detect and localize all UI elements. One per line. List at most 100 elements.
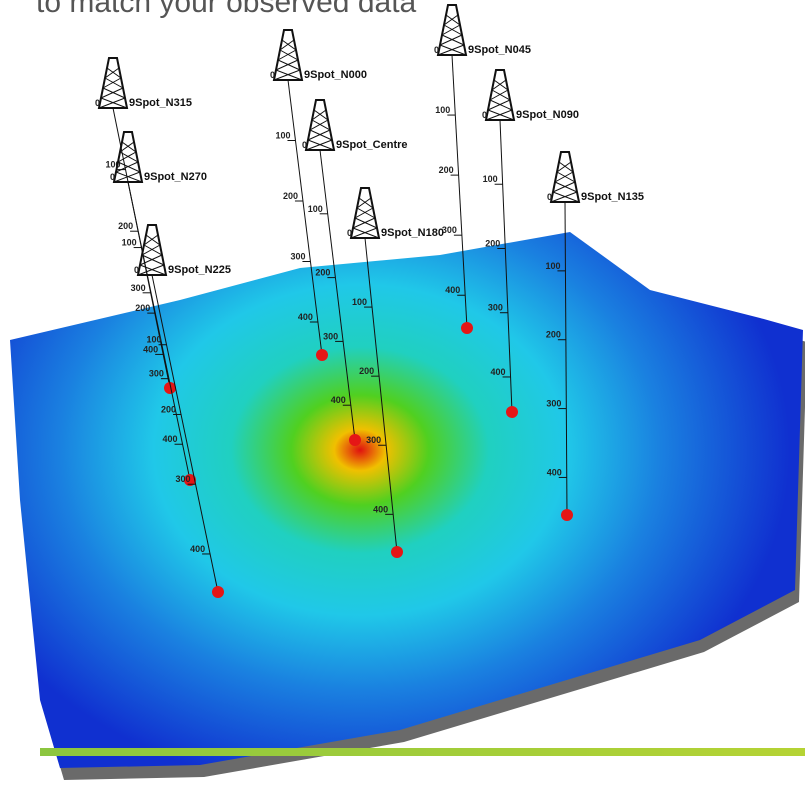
- derrick-strut: [102, 87, 126, 99]
- depth-label: 200: [546, 330, 561, 340]
- depth-label: 300: [546, 399, 561, 409]
- derrick-strut: [104, 67, 120, 79]
- derrick-strut: [100, 87, 124, 99]
- derrick-strut: [113, 171, 141, 183]
- depth-label: 0: [270, 70, 275, 80]
- derrick-strut: [441, 34, 465, 46]
- depth-label: 0: [302, 140, 307, 150]
- derrick-strut: [443, 14, 459, 26]
- derrick-strut: [137, 264, 165, 276]
- well-path: [319, 149, 356, 441]
- derrick-strut: [139, 264, 167, 276]
- depth-label: 400: [298, 312, 313, 322]
- well: 9Spot_N045 0 100 200 300 400: [434, 4, 531, 334]
- well: 9Spot_N135 0 100 200 300 400: [545, 151, 644, 521]
- derrick-strut: [554, 181, 578, 193]
- well-path: [499, 119, 513, 413]
- well: 9Spot_N225 0 100 200 300 400: [134, 224, 231, 598]
- well-bottom: [184, 474, 196, 486]
- derrick-strut: [491, 79, 507, 91]
- well-path: [364, 237, 398, 553]
- derrick-strut: [439, 34, 463, 46]
- well-name: 9Spot_N315: [129, 97, 192, 109]
- derrick-strut: [305, 139, 333, 151]
- derrick-strut: [489, 89, 509, 101]
- derrick-strut: [143, 244, 163, 256]
- depth-label: 300: [290, 252, 305, 262]
- derrick-strut: [145, 234, 161, 246]
- derrick-strut: [556, 171, 576, 183]
- depth-label: 200: [135, 303, 150, 313]
- derrick-strut: [552, 181, 576, 193]
- depth-label: 100: [352, 297, 367, 307]
- depth-label: 100: [483, 174, 498, 184]
- depth-label: 0: [134, 265, 139, 275]
- derrick-strut: [309, 119, 329, 131]
- depth-label: 100: [275, 131, 290, 141]
- depth-label: 400: [163, 434, 178, 444]
- derrick-strut: [119, 151, 139, 163]
- derrick-strut: [487, 99, 511, 111]
- derrick-strut: [311, 109, 327, 121]
- derrick-strut: [115, 171, 143, 183]
- derrick-strut: [356, 207, 376, 219]
- well-name: 9Spot_N270: [144, 171, 207, 183]
- derrick-strut: [491, 89, 511, 101]
- well-name: 9Spot_N000: [304, 69, 367, 81]
- derrick-strut: [102, 77, 122, 89]
- well-bottom: [391, 546, 403, 558]
- depth-label: 100: [106, 160, 121, 170]
- derrick-strut: [115, 161, 139, 173]
- depth-label: 400: [190, 544, 205, 554]
- well: 9Spot_N270 0 100 200 300 400: [110, 131, 207, 486]
- depth-label: 200: [161, 404, 176, 414]
- depth-label: 0: [547, 192, 552, 202]
- derrick-strut: [141, 254, 165, 266]
- derrick-strut: [352, 227, 380, 239]
- well-path: [151, 274, 219, 593]
- depth-label: 0: [95, 98, 100, 108]
- well-bottom: [461, 322, 473, 334]
- derrick-strut: [119, 141, 135, 153]
- derrick-strut: [117, 161, 141, 173]
- derrick-strut: [550, 191, 578, 203]
- depth-label: 200: [485, 238, 500, 248]
- well: 9Spot_N090 0 100 200 300 400: [482, 69, 579, 418]
- depth-label: 300: [149, 369, 164, 379]
- well: 9Spot_N180 0 100 200 300 400: [347, 187, 444, 558]
- derrick-strut: [313, 109, 329, 121]
- derrick-strut: [441, 24, 461, 36]
- derrick-strut: [275, 69, 303, 81]
- derrick-strut: [121, 141, 137, 153]
- derrick-strut: [350, 227, 378, 239]
- derrick-strut: [487, 109, 515, 121]
- derrick-strut: [139, 254, 163, 266]
- derrick-strut: [309, 129, 333, 141]
- well-bottom: [212, 586, 224, 598]
- derrick-strut: [98, 97, 126, 109]
- depth-label: 400: [331, 395, 346, 405]
- depth-label: 400: [547, 467, 562, 477]
- well-name: 9Spot_N135: [581, 191, 644, 203]
- derrick-strut: [279, 49, 299, 61]
- well-path: [127, 181, 191, 481]
- depth-label: 100: [545, 261, 560, 271]
- derrick-strut: [489, 99, 513, 111]
- well-name: 9Spot_N180: [381, 227, 444, 239]
- depth-label: 200: [359, 366, 374, 376]
- derrick-strut: [307, 139, 335, 151]
- depth-label: 300: [366, 435, 381, 445]
- depth-label: 0: [110, 172, 115, 182]
- well-name: 9Spot_Centre: [336, 139, 408, 151]
- well-path: [564, 201, 568, 516]
- derrick-strut: [106, 67, 122, 79]
- derrick-strut: [354, 217, 378, 229]
- derrick-strut: [311, 119, 331, 131]
- depth-label: 300: [323, 331, 338, 341]
- depth-label: 100: [435, 105, 450, 115]
- derrick-strut: [443, 24, 463, 36]
- derrick-strut: [554, 171, 574, 183]
